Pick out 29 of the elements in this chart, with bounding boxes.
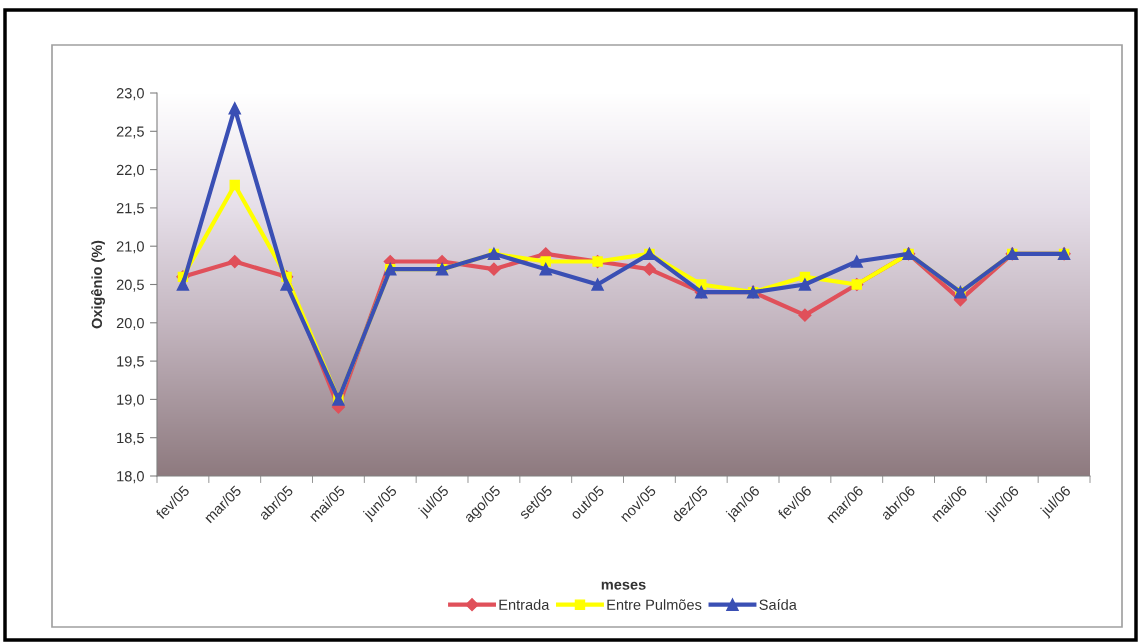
point [487,262,501,276]
y-tick-label: 19,0 [117,394,144,407]
point [539,262,553,276]
y-tick-label: 20,0 [116,317,144,330]
point [176,278,190,291]
point [798,278,812,291]
y-tick-label: 21,0 [116,241,144,254]
y-tick-label: 18,5 [117,432,144,445]
point [280,278,293,291]
point [642,262,657,276]
y-tick-label: 22,5 [116,126,144,139]
point [228,254,242,269]
point [540,256,551,267]
legend-label: Saída [759,599,797,610]
y-tick-label: 20,5 [116,279,144,292]
y-tick-label: 23,0 [116,88,144,101]
y-tick-label: 22,0 [116,164,144,177]
point [798,308,812,322]
point [591,278,604,291]
point [228,102,242,115]
y-axis-title: Oxigênio (%) [91,240,106,329]
legend-label: Entrada [499,599,550,610]
point [850,255,864,268]
legend-label: Entre Pulmões [607,599,702,610]
point [229,179,240,191]
y-tick-label: 18,0 [117,471,144,484]
x-axis-title: meses [601,581,646,590]
y-tick-label: 21,5 [116,203,144,216]
y-tick-label: 19,5 [117,356,144,369]
